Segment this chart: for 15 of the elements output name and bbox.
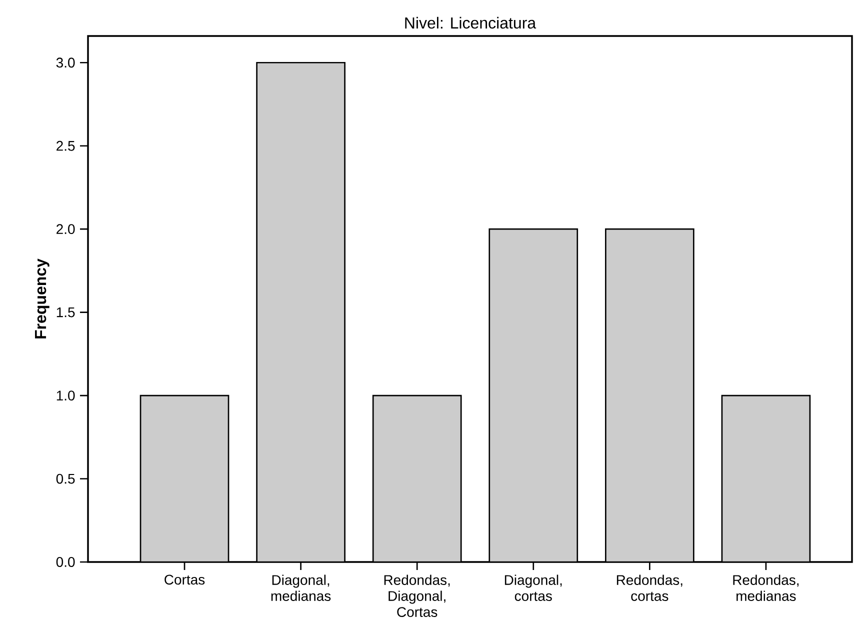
y-tick-label: 1.5 bbox=[56, 307, 75, 318]
y-tick-label: 0.5 bbox=[56, 474, 75, 484]
chart-title: Nivel: Licenciatura bbox=[405, 16, 536, 29]
y-tick-label: 2.5 bbox=[56, 140, 75, 151]
x-tick-label: Diagonal, medianas bbox=[271, 574, 331, 602]
x-tick-label: Diagonal, cortas bbox=[504, 574, 562, 602]
y-axis-title: Frequency bbox=[35, 258, 50, 338]
y-tick-label: 3.0 bbox=[56, 58, 75, 68]
x-tick-label: Redondas, medianas bbox=[733, 574, 799, 602]
y-tick-label: 0.0 bbox=[56, 557, 75, 567]
x-tick-label: Cortas bbox=[164, 574, 205, 585]
y-tick-label: 2.0 bbox=[56, 224, 75, 234]
x-tick-label: Redondas, cortas bbox=[616, 574, 682, 602]
y-tick-label: 1.0 bbox=[56, 390, 75, 401]
x-tick-label: Redondas, Diagonal, Cortas bbox=[384, 574, 450, 618]
